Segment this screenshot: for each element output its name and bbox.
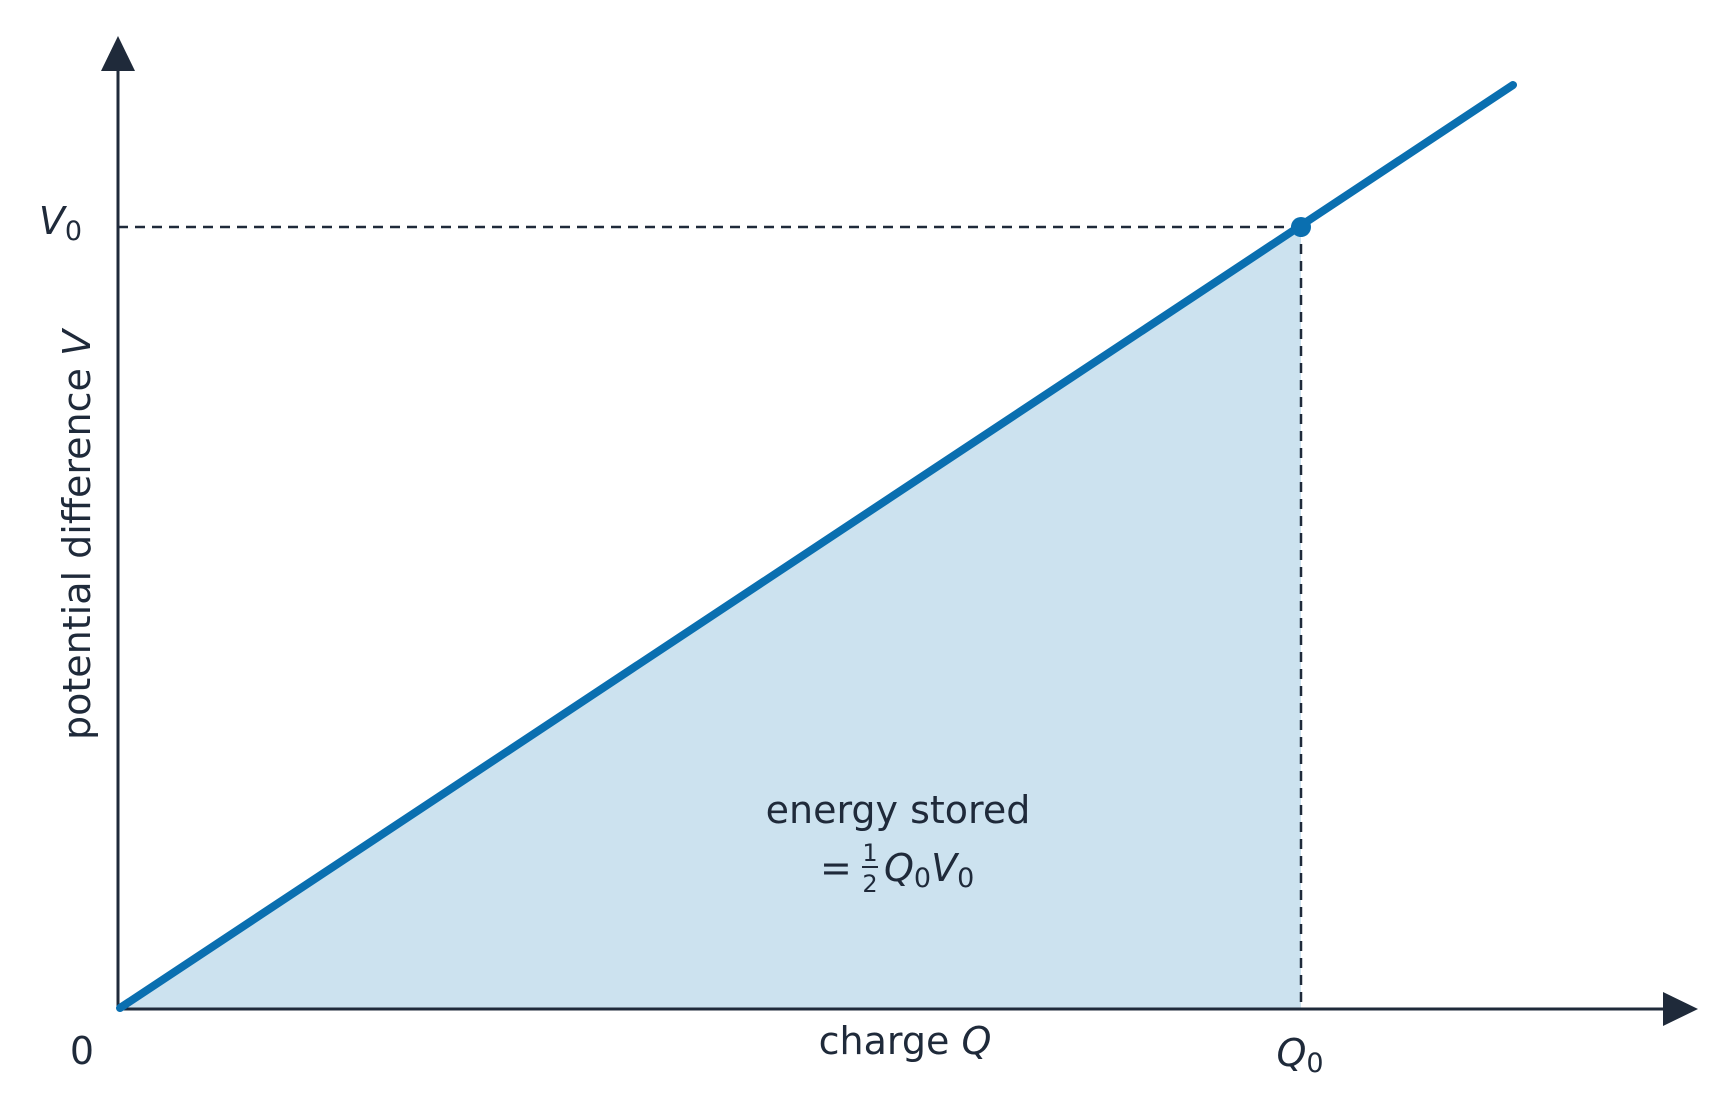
y-axis-arrow: [101, 36, 135, 71]
q0-symbol: Q: [1276, 1031, 1306, 1075]
v0-label: V0: [39, 199, 82, 247]
y-axis-text: potential difference: [55, 356, 99, 740]
qv-line: [116, 81, 1517, 1012]
formula-q: Q: [884, 846, 914, 890]
q0-label: Q0: [1276, 1031, 1323, 1079]
formula-v-sub: 0: [957, 863, 974, 894]
v0-subscript: 0: [65, 216, 82, 247]
formula-q-sub: 0: [914, 863, 931, 894]
q0-v0-point: [1291, 217, 1311, 237]
origin-label: 0: [70, 1029, 94, 1073]
v0-symbol: V: [39, 199, 68, 243]
area-label-line1: energy stored: [766, 788, 1031, 832]
y-axis-label: potential difference V: [55, 327, 99, 740]
x-axis-arrow: [1663, 992, 1698, 1026]
fraction-denominator: 2: [862, 870, 877, 898]
x-axis-label: charge Q: [819, 1019, 992, 1063]
formula-v: V: [931, 846, 960, 890]
y-axis-symbol: V: [55, 327, 99, 356]
area-label-formula: Q0V0: [884, 846, 974, 894]
q0-subscript: 0: [1306, 1048, 1323, 1079]
area-label-equals: =: [820, 846, 852, 890]
x-axis-text: charge: [819, 1019, 962, 1063]
x-axis-symbol: Q: [961, 1019, 991, 1063]
fraction-numerator: 1: [862, 839, 877, 867]
